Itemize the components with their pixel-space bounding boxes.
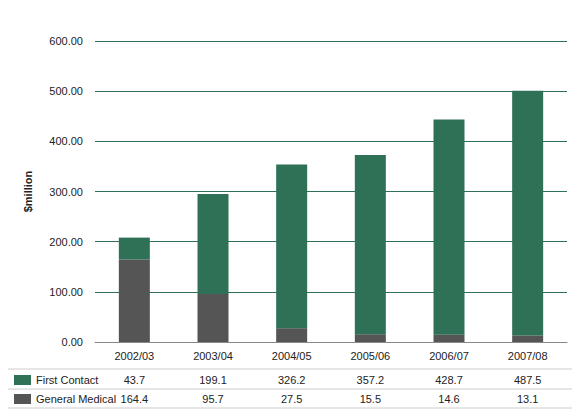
svg-text:400.00: 400.00 <box>49 135 83 147</box>
svg-text:600.00: 600.00 <box>49 35 83 47</box>
svg-text:27.5: 27.5 <box>281 393 302 405</box>
svg-text:2005/06: 2005/06 <box>350 350 390 362</box>
svg-text:357.2: 357.2 <box>357 374 385 386</box>
svg-text:2004/05: 2004/05 <box>272 350 312 362</box>
svg-text:14.6: 14.6 <box>438 393 459 405</box>
svg-text:2007/08: 2007/08 <box>508 350 548 362</box>
svg-text:43.7: 43.7 <box>124 374 145 386</box>
svg-text:300.00: 300.00 <box>49 186 83 198</box>
svg-text:428.7: 428.7 <box>435 374 463 386</box>
svg-text:487.5: 487.5 <box>514 374 542 386</box>
svg-text:0.00: 0.00 <box>62 336 83 348</box>
svg-text:100.00: 100.00 <box>49 286 83 298</box>
svg-text:2002/03: 2002/03 <box>114 350 154 362</box>
svg-text:2003/04: 2003/04 <box>193 350 233 362</box>
svg-text:95.7: 95.7 <box>202 393 223 405</box>
svg-text:199.1: 199.1 <box>199 374 227 386</box>
svg-text:First Contact: First Contact <box>36 374 98 386</box>
svg-text:500.00: 500.00 <box>49 85 83 97</box>
svg-text:15.5: 15.5 <box>360 393 381 405</box>
svg-text:164.4: 164.4 <box>121 393 149 405</box>
svg-text:326.2: 326.2 <box>278 374 306 386</box>
svg-text:$million: $million <box>22 170 34 212</box>
svg-text:General Medical: General Medical <box>36 393 116 405</box>
svg-text:13.1: 13.1 <box>517 393 538 405</box>
svg-text:200.00: 200.00 <box>49 236 83 248</box>
svg-text:2006/07: 2006/07 <box>429 350 469 362</box>
